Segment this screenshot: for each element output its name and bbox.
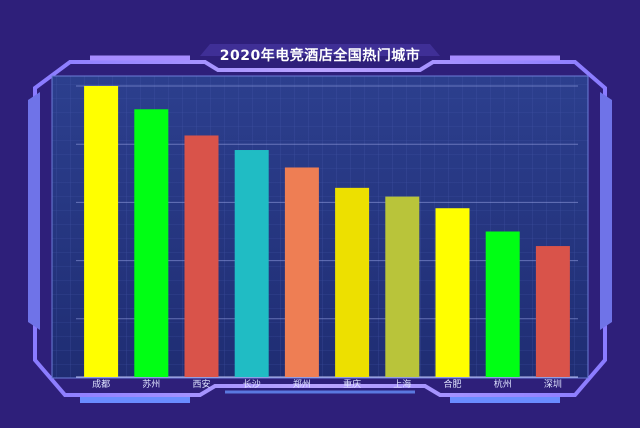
x-axis-labels: 成都 苏州 西安 长沙 郑州 重庆 上海 合肥 杭州 深圳 — [92, 378, 562, 390]
x-tick-label: 杭州 — [494, 378, 512, 390]
right-accent — [600, 92, 612, 330]
x-tick-label: 重庆 — [343, 378, 361, 390]
plot-border — [51, 75, 589, 379]
left-accent — [28, 92, 40, 330]
x-tick-label: 郑州 — [293, 378, 311, 390]
x-tick-label: 上海 — [393, 378, 411, 390]
frame-outline — [33, 60, 607, 397]
x-tick-label: 西安 — [192, 378, 210, 390]
bar-1[interactable] — [84, 86, 119, 377]
x-tick-label: 成都 — [92, 378, 110, 390]
bar-2[interactable] — [134, 109, 169, 377]
bar-8[interactable] — [435, 208, 470, 377]
bar-3[interactable] — [184, 135, 219, 377]
bar-5[interactable] — [284, 167, 319, 377]
bar-4[interactable] — [234, 150, 269, 377]
chart-title: 2020年电竞酒店全国热门城市 — [219, 48, 421, 64]
x-tick-label: 苏州 — [142, 378, 160, 390]
bar-10[interactable] — [535, 246, 570, 377]
bar-series — [84, 86, 570, 377]
x-tick-label: 合肥 — [443, 378, 461, 390]
title-bar — [200, 44, 440, 56]
x-tick-label: 深圳 — [544, 379, 562, 390]
bar-6[interactable] — [335, 187, 370, 377]
bar-9[interactable] — [485, 231, 520, 378]
x-tick-label: 长沙 — [243, 378, 261, 390]
bar-7[interactable] — [385, 196, 420, 377]
